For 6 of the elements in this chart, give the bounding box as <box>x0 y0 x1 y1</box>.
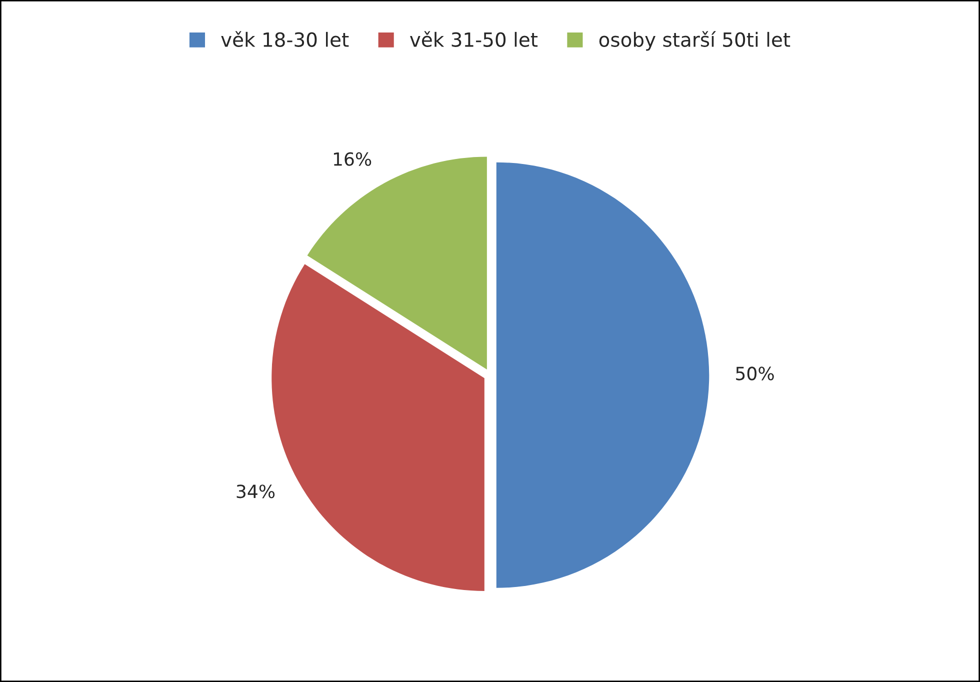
data-label: 50% <box>736 366 774 380</box>
data-label: 16% <box>334 152 372 166</box>
data-label: 34% <box>236 484 275 498</box>
legend-label: věk 18-30 let <box>221 31 349 47</box>
legend-label: osoby starší 50ti let <box>599 31 790 51</box>
legend-label: věk 31-50 let <box>410 31 538 47</box>
